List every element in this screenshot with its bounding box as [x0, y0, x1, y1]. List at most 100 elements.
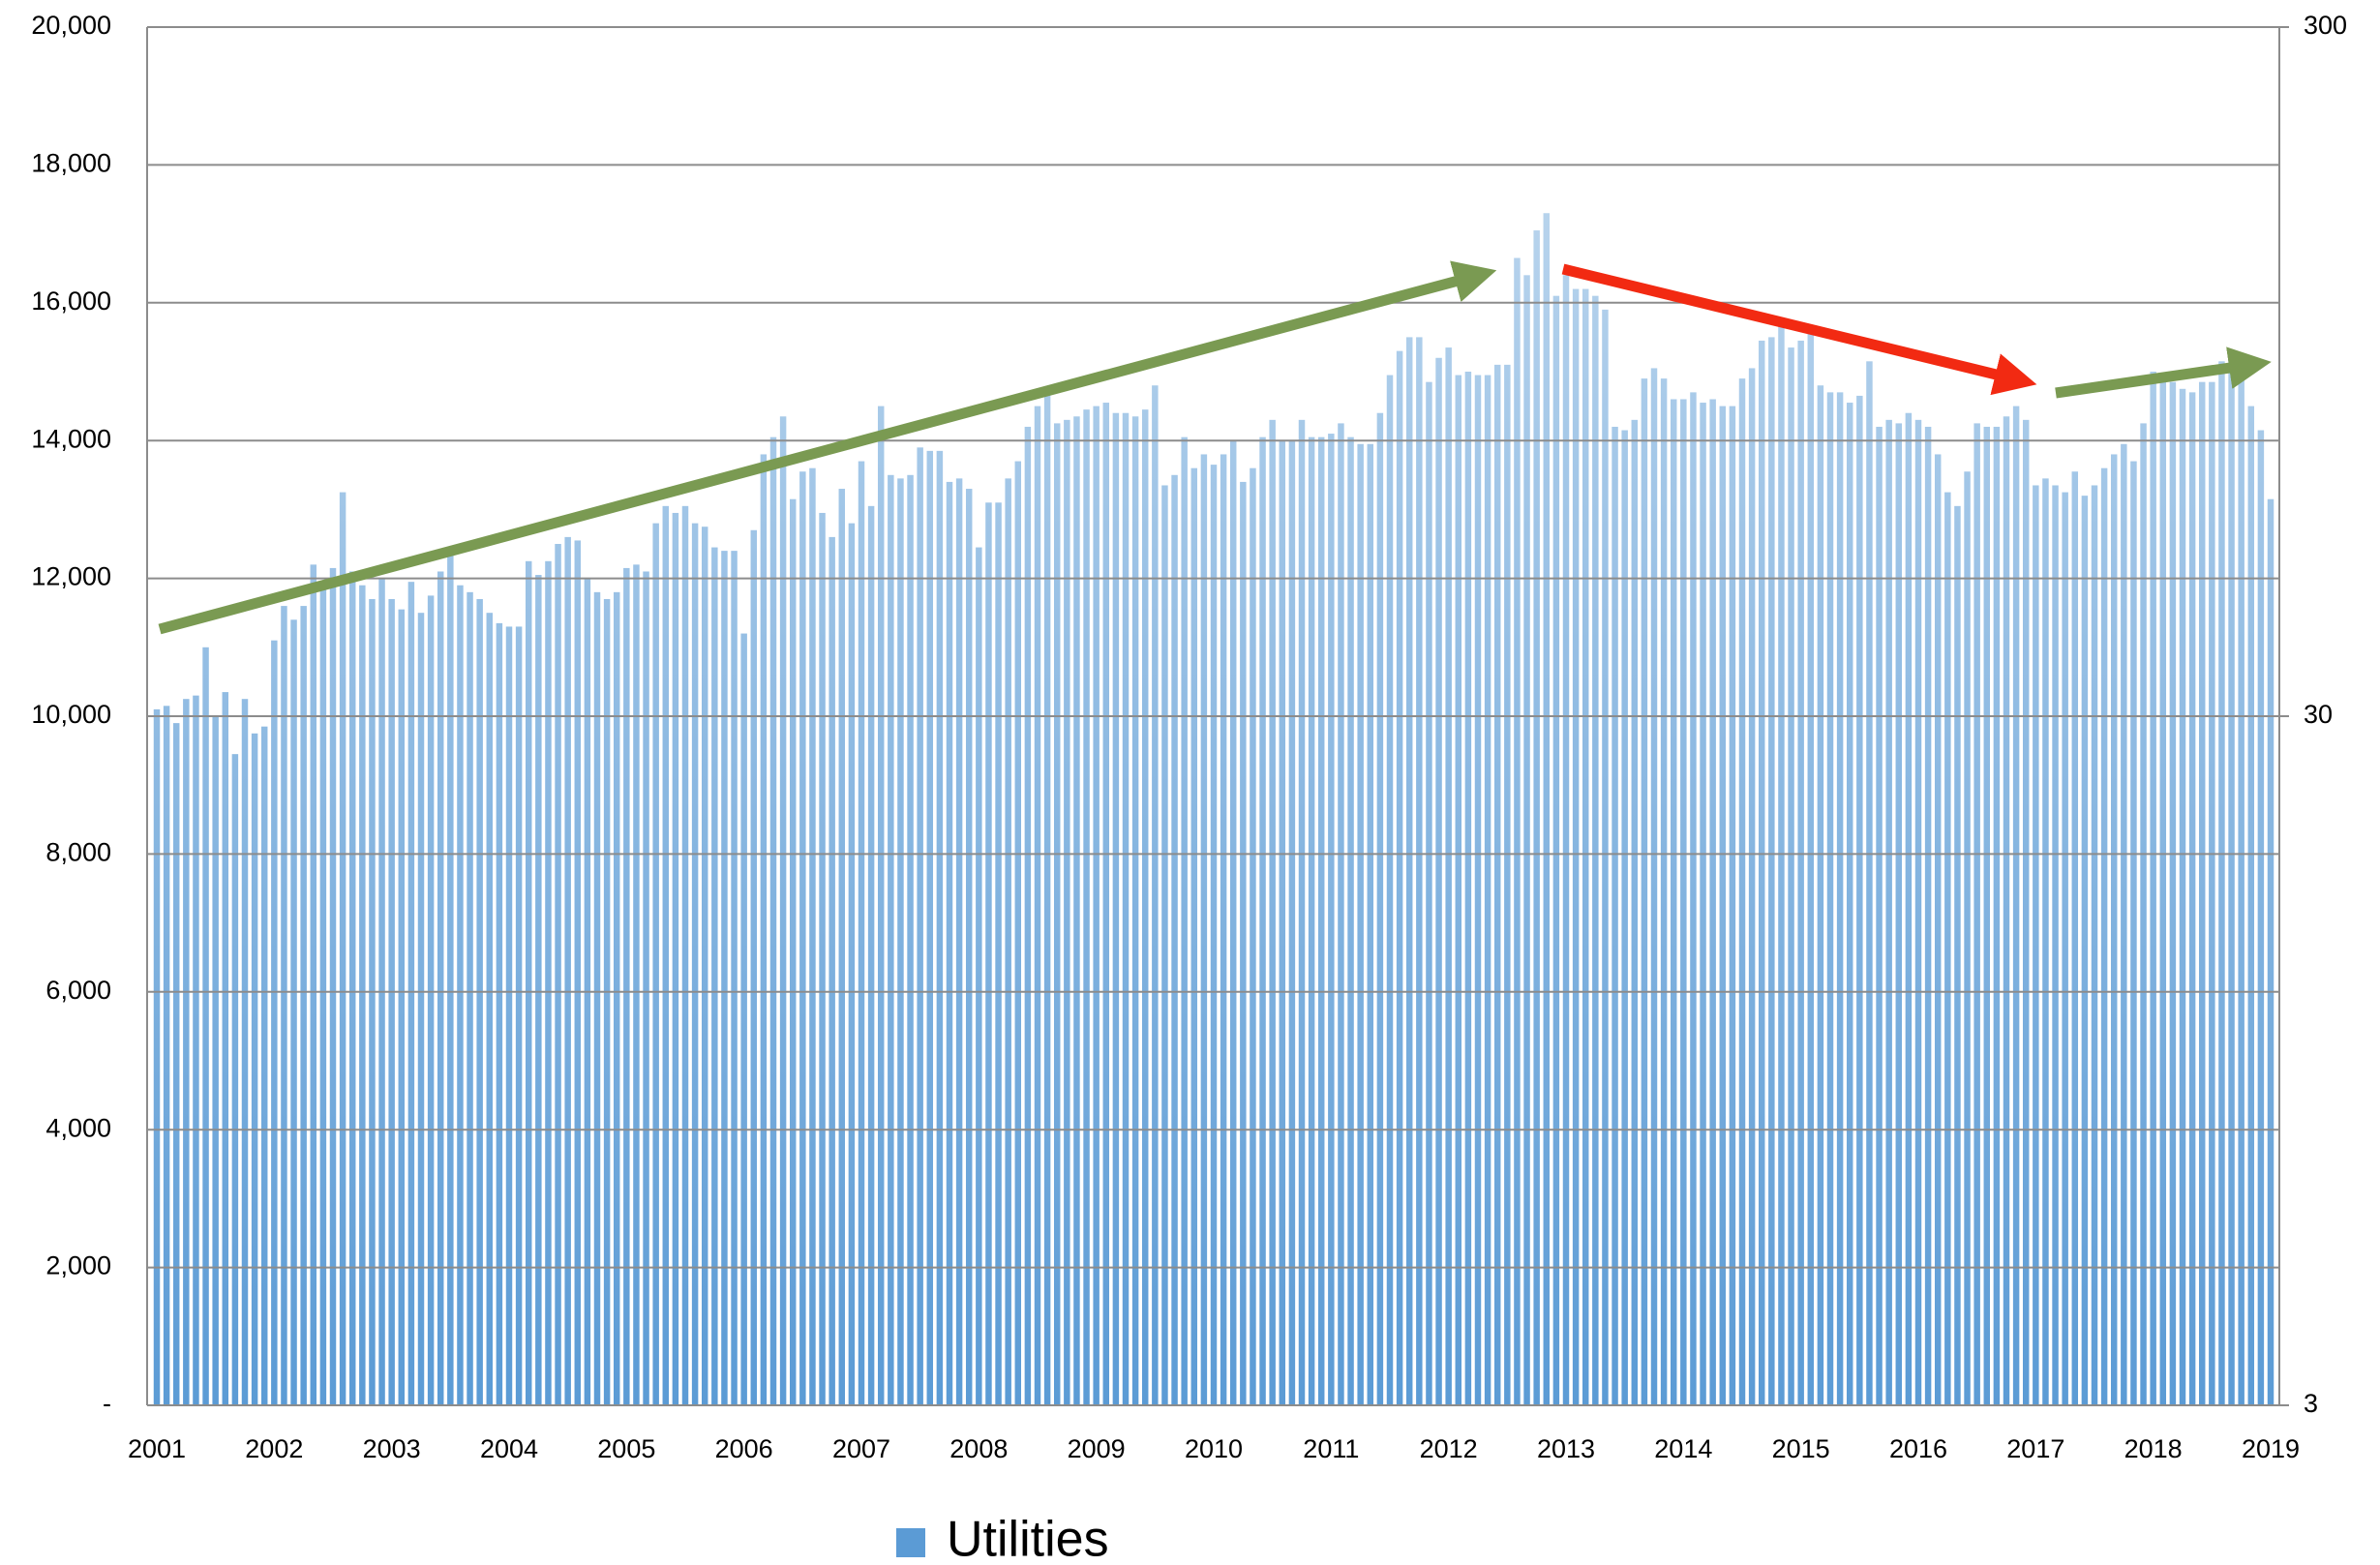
bar	[564, 536, 571, 1405]
bar	[1924, 426, 1932, 1406]
bar	[398, 609, 406, 1405]
bar	[1122, 412, 1130, 1406]
bar	[1778, 319, 1785, 1406]
bar	[643, 571, 649, 1405]
bar	[1552, 295, 1560, 1406]
bar	[359, 585, 366, 1405]
bar	[681, 505, 689, 1405]
bar	[2218, 361, 2225, 1405]
y-tick-label: 10,000	[31, 700, 111, 729]
bar	[163, 706, 170, 1405]
bar	[1582, 288, 1589, 1405]
bar	[1073, 416, 1080, 1405]
bar	[1445, 347, 1452, 1406]
x-tick-label: 2002	[245, 1434, 303, 1463]
bar	[779, 416, 787, 1405]
bar	[2188, 392, 2196, 1405]
bar	[339, 492, 346, 1406]
bar	[1200, 454, 1208, 1405]
bar	[1405, 337, 1413, 1405]
x-tick-label: 2014	[1654, 1434, 1712, 1463]
bar	[1024, 426, 1032, 1406]
bar	[1914, 419, 1922, 1406]
bar	[888, 474, 894, 1405]
bar	[711, 547, 718, 1405]
bar	[652, 523, 659, 1405]
bar	[1396, 350, 1403, 1405]
bar	[1229, 440, 1237, 1405]
bar	[212, 716, 219, 1405]
bar	[907, 474, 914, 1405]
bar	[1005, 478, 1011, 1405]
bar	[476, 598, 483, 1405]
bar	[926, 450, 934, 1405]
bar	[2267, 498, 2275, 1405]
bar	[2033, 485, 2039, 1406]
bar	[486, 613, 494, 1405]
bar	[1053, 423, 1061, 1405]
bar	[2062, 492, 2068, 1406]
bar	[867, 505, 875, 1405]
bar	[2130, 461, 2137, 1405]
x-tick-label: 2003	[363, 1434, 421, 1463]
bar	[995, 502, 1002, 1405]
bar	[1758, 340, 1765, 1406]
bar	[701, 527, 708, 1405]
bar	[936, 450, 944, 1405]
bar	[1376, 412, 1384, 1406]
bar	[457, 585, 464, 1405]
bar	[1357, 443, 1364, 1405]
bar	[1670, 399, 1677, 1406]
bar	[721, 551, 728, 1405]
bar	[1455, 375, 1462, 1405]
bar	[1190, 467, 1198, 1405]
bar	[1885, 419, 1892, 1406]
bar	[1416, 337, 1423, 1405]
axes: - 2,000 4,000 6,000 8,000 10,000 12,000 14,000 1…	[31, 11, 2347, 1463]
bar	[1876, 426, 1883, 1406]
y-tick-label: 16,000	[31, 286, 111, 316]
bar	[1161, 485, 1168, 1406]
bar	[1083, 409, 1090, 1405]
bar	[1621, 430, 1628, 1405]
bar	[1484, 375, 1491, 1405]
bar	[1954, 505, 1961, 1405]
bar	[2003, 416, 2010, 1405]
bar	[545, 560, 552, 1405]
bar	[2228, 350, 2235, 1405]
bar	[1386, 375, 1394, 1405]
bar	[848, 523, 856, 1405]
bar	[1602, 309, 1609, 1405]
y-tick-label: 18,000	[31, 149, 111, 178]
y-tick-label: 8,000	[45, 838, 111, 867]
bar	[1317, 436, 1325, 1405]
bar	[1895, 423, 1903, 1405]
bar	[1220, 454, 1227, 1405]
bar	[1298, 419, 1306, 1406]
bar	[1171, 474, 1178, 1405]
bar	[1641, 378, 1648, 1405]
bar	[1856, 395, 1863, 1405]
bar	[1279, 440, 1286, 1405]
bar	[1807, 330, 1815, 1405]
bar	[1817, 385, 1824, 1405]
bar	[799, 471, 806, 1405]
bar	[2100, 467, 2108, 1405]
x-tick-label: 2009	[1068, 1434, 1126, 1463]
bar	[1043, 392, 1051, 1405]
legend-label: Utilities	[947, 1512, 1109, 1565]
x-tick-label: 2016	[1889, 1434, 1947, 1463]
bar	[525, 560, 532, 1405]
bar	[1572, 288, 1580, 1405]
bar	[1768, 337, 1775, 1405]
bar	[1680, 399, 1687, 1406]
bar	[535, 575, 542, 1405]
bar	[1347, 436, 1354, 1405]
y-tick-label: 12,000	[31, 562, 111, 591]
y-tick-label: -	[103, 1389, 111, 1418]
bar	[271, 640, 278, 1405]
bar	[231, 754, 239, 1405]
bar	[1797, 340, 1804, 1406]
bar	[2209, 381, 2215, 1406]
